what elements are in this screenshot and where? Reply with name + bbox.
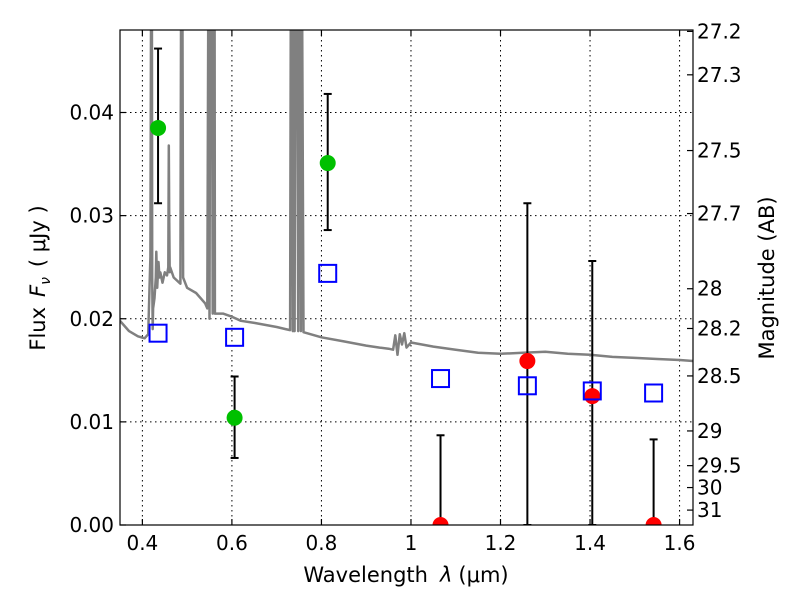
x-axis-label-symbol: λ bbox=[439, 563, 452, 587]
y-axis-label-symbol: F bbox=[26, 284, 50, 297]
right-tick-label: 28.2 bbox=[697, 316, 742, 340]
y-tick-label: 0.04 bbox=[69, 101, 114, 125]
right-tick-label: 29 bbox=[697, 419, 722, 443]
x-axis-label: Wavelength λ (μm) bbox=[303, 563, 508, 587]
x-tick-label: 1.2 bbox=[485, 531, 517, 555]
right-tick-label: 30 bbox=[697, 476, 722, 500]
right-tick-label: 28.5 bbox=[697, 364, 742, 388]
right-tick-label: 29.5 bbox=[697, 454, 742, 478]
right-tick-label: 31 bbox=[697, 498, 722, 522]
y-axis-label: Flux Fν ( μJy ) bbox=[26, 205, 54, 350]
plot-frame bbox=[119, 29, 694, 526]
right-axis-label: Magnitude (AB) bbox=[755, 196, 779, 359]
x-tick-label: 1.4 bbox=[574, 531, 606, 555]
x-tick-label: 1.6 bbox=[664, 531, 696, 555]
markers-layer bbox=[148, 47, 664, 525]
right-tick-label: 27.3 bbox=[697, 63, 742, 87]
y-tick-label: 0.03 bbox=[69, 204, 114, 228]
x-tick-label: 1 bbox=[405, 531, 418, 555]
model-sed-layer bbox=[120, 30, 693, 363]
red-data-point bbox=[519, 353, 536, 370]
green-data-point bbox=[226, 409, 243, 426]
model-square bbox=[318, 263, 338, 283]
right-tick-label: 27.5 bbox=[697, 139, 742, 163]
red-data-point bbox=[645, 517, 662, 525]
right-tick-label: 27.7 bbox=[697, 202, 742, 226]
x-tick-label: 0.6 bbox=[216, 531, 248, 555]
model-square bbox=[225, 327, 245, 347]
x-axis-label-text: Wavelength bbox=[303, 563, 428, 587]
x-tick-label: 0.4 bbox=[126, 531, 158, 555]
right-tick-label: 28 bbox=[697, 277, 722, 301]
model-square bbox=[431, 369, 451, 389]
model-square bbox=[148, 323, 168, 343]
right-tick-label: 27.2 bbox=[697, 19, 742, 43]
model-square bbox=[517, 376, 537, 396]
y-axis-label-symbol-sub: ν bbox=[38, 277, 54, 285]
y-axis-label-text: Flux bbox=[26, 307, 50, 351]
axes: 0.4 0.6 0.8 1 1.2 1.4 1.6 0.00 0.01 0.02 0.03 0.04 2… bbox=[69, 19, 741, 555]
model-sed-line bbox=[120, 30, 693, 363]
model-square bbox=[644, 383, 664, 403]
green-data-point bbox=[150, 119, 167, 136]
red-data-point bbox=[584, 388, 601, 405]
model-square bbox=[582, 381, 602, 401]
x-tick-label: 0.8 bbox=[306, 531, 338, 555]
y-tick-label: 0.02 bbox=[69, 307, 114, 331]
y-axis-label-unit: ( μJy ) bbox=[26, 205, 50, 267]
y-tick-label: 0.00 bbox=[69, 513, 114, 537]
red-data-point bbox=[432, 517, 449, 525]
green-data-point bbox=[319, 155, 336, 172]
y-tick-label: 0.01 bbox=[69, 410, 114, 434]
x-axis-label-unit: (μm) bbox=[458, 563, 508, 587]
